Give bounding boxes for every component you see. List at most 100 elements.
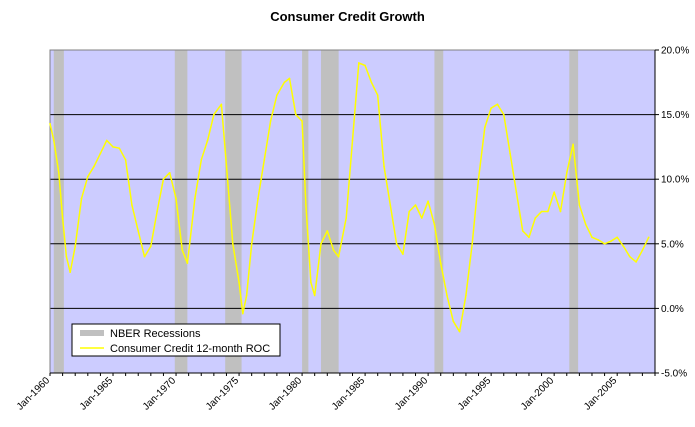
- data-point: [389, 204, 392, 206]
- y-tick-label: 20.0%: [661, 46, 689, 57]
- data-point: [186, 262, 189, 264]
- data-point: [231, 243, 234, 245]
- x-tick-label: Jan-1970: [141, 375, 179, 413]
- data-point: [269, 120, 272, 122]
- data-point: [69, 271, 71, 274]
- data-point: [181, 249, 184, 252]
- data-point: [320, 243, 322, 245]
- data-point: [553, 191, 555, 193]
- y-tick-label: -5.0%: [661, 369, 687, 380]
- data-point: [578, 204, 581, 206]
- data-point: [200, 159, 203, 161]
- data-point: [427, 200, 429, 202]
- data-point: [194, 197, 196, 200]
- recession-band: [434, 50, 444, 373]
- data-point: [263, 159, 266, 161]
- data-point: [313, 294, 316, 297]
- data-point: [206, 139, 209, 142]
- data-point: [250, 243, 253, 245]
- data-point: [591, 236, 593, 239]
- data-point: [502, 113, 505, 116]
- data-point: [288, 77, 291, 80]
- data-point: [521, 230, 524, 232]
- x-tick-label: Jan-1975: [204, 375, 242, 413]
- data-point: [465, 294, 467, 297]
- data-point: [408, 210, 411, 213]
- data-point: [351, 139, 354, 142]
- data-point: [65, 255, 68, 258]
- data-point: [641, 249, 644, 252]
- data-point: [490, 107, 492, 109]
- recession-band: [174, 50, 188, 373]
- y-tick-label: 0.0%: [661, 304, 684, 315]
- data-point: [376, 94, 379, 97]
- y-tick-label: 10.0%: [661, 175, 689, 186]
- data-point: [477, 178, 480, 180]
- data-point: [452, 320, 455, 323]
- data-point: [52, 139, 55, 142]
- data-point: [305, 204, 307, 206]
- data-point: [242, 312, 244, 315]
- x-tick-label: Jan-1960: [15, 375, 53, 413]
- data-point: [310, 281, 312, 284]
- data-point: [337, 255, 340, 258]
- y-tick-label: 5.0%: [661, 239, 684, 250]
- data-point: [245, 294, 248, 297]
- legend-swatch-recession: [80, 330, 104, 336]
- data-point: [294, 113, 297, 116]
- data-point: [112, 146, 114, 148]
- x-tick-label: Jan-1965: [78, 375, 116, 413]
- data-point: [283, 81, 286, 84]
- data-point: [124, 159, 127, 161]
- x-tick-label: Jan-1985: [330, 375, 368, 413]
- data-point: [143, 255, 146, 258]
- recession-band: [569, 50, 579, 373]
- data-point: [137, 230, 140, 232]
- data-point: [80, 197, 83, 200]
- data-point: [175, 197, 177, 200]
- data-point: [99, 152, 102, 155]
- data-point: [326, 230, 329, 232]
- chart-title: Consumer Credit Growth: [270, 9, 425, 24]
- x-tick-label: Jan-1995: [456, 375, 494, 413]
- recession-band: [53, 50, 64, 373]
- data-point: [383, 165, 385, 168]
- data-point: [93, 165, 95, 168]
- data-point: [238, 281, 240, 284]
- data-point: [370, 81, 373, 84]
- data-point: [647, 236, 650, 239]
- series-line: [49, 62, 650, 333]
- data-point: [162, 178, 165, 180]
- data-point: [414, 204, 417, 206]
- data-point: [168, 171, 171, 174]
- data-point: [118, 147, 121, 149]
- data-point: [622, 245, 625, 248]
- x-tick-label: Jan-2005: [582, 375, 620, 413]
- plot-area: [50, 50, 655, 373]
- data-point: [87, 175, 89, 178]
- legend-label-series: Consumer Credit 12-month ROC: [110, 343, 270, 355]
- data-point: [534, 217, 537, 219]
- data-point: [439, 262, 442, 264]
- data-point: [610, 240, 612, 243]
- data-point: [105, 139, 108, 142]
- x-tick-label: Jan-1980: [267, 375, 305, 413]
- data-point: [301, 120, 303, 122]
- data-point: [496, 103, 499, 106]
- recession-band: [225, 50, 242, 373]
- data-point: [584, 223, 587, 226]
- data-point: [364, 64, 366, 67]
- data-point: [150, 245, 152, 248]
- data-point: [213, 113, 215, 116]
- data-point: [559, 210, 562, 213]
- data-point: [395, 243, 398, 245]
- data-point: [540, 210, 543, 213]
- legend: NBER Recessions Consumer Credit 12-month …: [71, 323, 281, 357]
- data-point: [433, 223, 436, 226]
- data-point: [471, 243, 474, 245]
- data-point: [572, 143, 574, 146]
- data-point: [515, 191, 518, 193]
- data-point: [156, 210, 158, 213]
- y-tick-label: 15.0%: [661, 110, 689, 121]
